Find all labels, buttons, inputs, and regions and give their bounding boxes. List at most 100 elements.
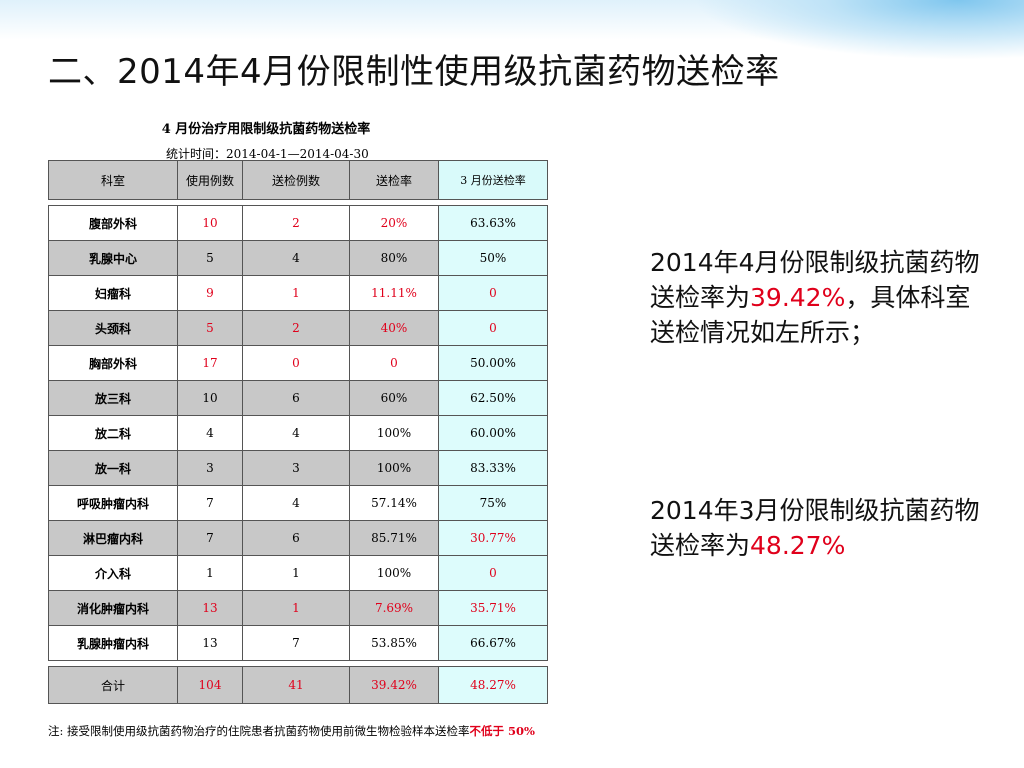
cell-sent: 2 bbox=[242, 310, 350, 346]
cell-dept: 乳腺肿瘤内科 bbox=[48, 625, 178, 661]
total-sent: 41 bbox=[242, 666, 350, 704]
table-separator bbox=[48, 660, 548, 667]
total-dept: 合计 bbox=[48, 666, 178, 704]
cell-rate: 53.85% bbox=[349, 625, 439, 661]
table-row: 乳腺中心 5 4 80% 50% bbox=[48, 240, 548, 276]
header-dept: 科室 bbox=[48, 160, 178, 200]
cell-rate: 0 bbox=[349, 345, 439, 381]
cell-rate: 20% bbox=[349, 205, 439, 241]
cell-used: 17 bbox=[177, 345, 243, 381]
cell-sent: 0 bbox=[242, 345, 350, 381]
cell-sent: 6 bbox=[242, 380, 350, 416]
cell-march: 0 bbox=[438, 555, 548, 591]
slide-title: 二、2014年4月份限制性使用级抗菌药物送检率 bbox=[48, 52, 780, 92]
march-summary-text: 2014年3月份限制级抗菌药物送检率为 bbox=[650, 496, 980, 560]
cell-dept: 淋巴瘤内科 bbox=[48, 520, 178, 556]
table-panel: 4 月份治疗用限制级抗菌药物送检率 统计时间：2014-04-1—2014-04… bbox=[46, 110, 556, 760]
cell-march: 30.77% bbox=[438, 520, 548, 556]
march-summary-value: 48.27% bbox=[750, 531, 846, 560]
note-text: 注: 接受限制使用级抗菌药物治疗的住院患者抗菌药物使用前微生物检验样本送检率 bbox=[48, 724, 470, 738]
table-row: 放一科 3 3 100% 83.33% bbox=[48, 450, 548, 486]
march-summary: 2014年3月份限制级抗菌药物送检率为48.27% bbox=[650, 493, 990, 563]
referral-rate-table: 科室 使用例数 送检例数 送检率 3 月份送检率 腹部外科 10 2 20% 63.63… bbox=[48, 160, 548, 704]
cell-rate: 100% bbox=[349, 555, 439, 591]
table-row: 放二科 4 4 100% 60.00% bbox=[48, 415, 548, 451]
cell-used: 9 bbox=[177, 275, 243, 311]
cell-sent: 6 bbox=[242, 520, 350, 556]
cell-sent: 1 bbox=[242, 275, 350, 311]
separator-cell bbox=[48, 199, 548, 206]
cell-sent: 1 bbox=[242, 590, 350, 626]
cell-sent: 2 bbox=[242, 205, 350, 241]
cell-dept: 放三科 bbox=[48, 380, 178, 416]
cell-sent: 7 bbox=[242, 625, 350, 661]
cell-march: 35.71% bbox=[438, 590, 548, 626]
cell-sent: 4 bbox=[242, 485, 350, 521]
table-row: 腹部外科 10 2 20% 63.63% bbox=[48, 205, 548, 241]
cell-sent: 1 bbox=[242, 555, 350, 591]
table-row: 妇瘤科 9 1 11.11% 0 bbox=[48, 275, 548, 311]
cell-dept: 乳腺中心 bbox=[48, 240, 178, 276]
cell-used: 5 bbox=[177, 240, 243, 276]
april-summary-text: 2014年4月份限制级抗菌药物送检率为 bbox=[650, 248, 980, 312]
table-row: 胸部外科 17 0 0 50.00% bbox=[48, 345, 548, 381]
separator-cell bbox=[48, 660, 548, 667]
total-march: 48.27% bbox=[438, 666, 548, 704]
table-row: 放三科 10 6 60% 62.50% bbox=[48, 380, 548, 416]
cell-used: 10 bbox=[177, 380, 243, 416]
note-emphasis: 不低于 50% bbox=[469, 724, 535, 738]
table-row: 乳腺肿瘤内科 13 7 53.85% 66.67% bbox=[48, 625, 548, 661]
header-march-rate: 3 月份送检率 bbox=[438, 160, 548, 200]
cell-rate: 100% bbox=[349, 450, 439, 486]
table-row: 消化肿瘤内科 13 1 7.69% 35.71% bbox=[48, 590, 548, 626]
cell-march: 0 bbox=[438, 275, 548, 311]
cell-rate: 57.14% bbox=[349, 485, 439, 521]
cell-march: 66.67% bbox=[438, 625, 548, 661]
cell-used: 1 bbox=[177, 555, 243, 591]
slide-decoration-swirl bbox=[694, 0, 1024, 60]
table-time: 统计时间：2014-04-1—2014-04-30 bbox=[166, 145, 369, 162]
cell-sent: 3 bbox=[242, 450, 350, 486]
time-range: 2014-04-1—2014-04-30 bbox=[226, 147, 369, 161]
cell-dept: 腹部外科 bbox=[48, 205, 178, 241]
cell-dept: 放一科 bbox=[48, 450, 178, 486]
time-label: 统计时间： bbox=[166, 147, 227, 161]
cell-rate: 60% bbox=[349, 380, 439, 416]
cell-used: 3 bbox=[177, 450, 243, 486]
table-title: 4 月份治疗用限制级抗菌药物送检率 bbox=[161, 122, 371, 137]
total-used: 104 bbox=[177, 666, 243, 704]
cell-dept: 头颈科 bbox=[48, 310, 178, 346]
cell-march: 50.00% bbox=[438, 345, 548, 381]
cell-rate: 85.71% bbox=[349, 520, 439, 556]
cell-dept: 消化肿瘤内科 bbox=[48, 590, 178, 626]
april-summary: 2014年4月份限制级抗菌药物送检率为39.42%，具体科室送检情况如左所示； bbox=[650, 245, 990, 350]
cell-rate: 11.11% bbox=[349, 275, 439, 311]
cell-sent: 4 bbox=[242, 415, 350, 451]
cell-used: 13 bbox=[177, 625, 243, 661]
table-row: 呼吸肿瘤内科 7 4 57.14% 75% bbox=[48, 485, 548, 521]
cell-dept: 放二科 bbox=[48, 415, 178, 451]
cell-march: 83.33% bbox=[438, 450, 548, 486]
table-body: 腹部外科 10 2 20% 63.63% 乳腺中心 5 4 80% 50% 妇瘤科 9 1 11.11% 0… bbox=[48, 199, 548, 704]
cell-used: 13 bbox=[177, 590, 243, 626]
cell-used: 5 bbox=[177, 310, 243, 346]
april-summary-suffix: ，具体科室送检情况如左所示； bbox=[650, 283, 971, 347]
cell-dept: 呼吸肿瘤内科 bbox=[48, 485, 178, 521]
header-sent: 送检例数 bbox=[242, 160, 350, 200]
table-row: 介入科 1 1 100% 0 bbox=[48, 555, 548, 591]
cell-rate: 40% bbox=[349, 310, 439, 346]
cell-march: 60.00% bbox=[438, 415, 548, 451]
cell-used: 4 bbox=[177, 415, 243, 451]
total-rate: 39.42% bbox=[349, 666, 439, 704]
table-row: 头颈科 5 2 40% 0 bbox=[48, 310, 548, 346]
cell-march: 0 bbox=[438, 310, 548, 346]
cell-march: 62.50% bbox=[438, 380, 548, 416]
cell-used: 10 bbox=[177, 205, 243, 241]
header-rate: 送检率 bbox=[349, 160, 439, 200]
header-used: 使用例数 bbox=[177, 160, 243, 200]
table-row: 淋巴瘤内科 7 6 85.71% 30.77% bbox=[48, 520, 548, 556]
cell-used: 7 bbox=[177, 485, 243, 521]
cell-rate: 80% bbox=[349, 240, 439, 276]
table-note: 注: 接受限制使用级抗菌药物治疗的住院患者抗菌药物使用前微生物检验样本送检率不低… bbox=[48, 722, 558, 740]
cell-dept: 妇瘤科 bbox=[48, 275, 178, 311]
